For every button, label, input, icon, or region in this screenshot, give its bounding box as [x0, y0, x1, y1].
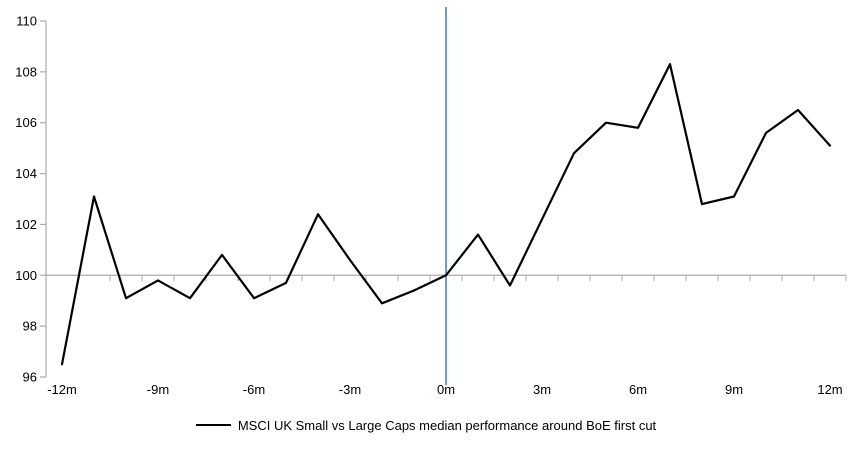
- x-axis-tick-label: 9m: [725, 382, 743, 397]
- x-axis-tick-label: -6m: [243, 382, 265, 397]
- x-axis-tick-label: 12m: [817, 382, 842, 397]
- y-axis-tick-label: 100: [15, 268, 37, 283]
- legend-label: MSCI UK Small vs Large Caps median perfo…: [237, 417, 657, 433]
- y-axis-tick-label: 96: [23, 370, 37, 385]
- y-axis-tick-label: 110: [16, 14, 37, 29]
- legend-line-swatch: [195, 424, 231, 426]
- y-axis-tick-label: 106: [15, 115, 37, 130]
- series-line: [60, 63, 832, 366]
- x-axis-tick-label: 3m: [533, 382, 551, 397]
- x-axis-tick-label: -9m: [147, 382, 169, 397]
- line-chart-canvas: 96 98 100 102 104 106 108 110 -12m -9m -6m -3m 0m 3m 6…: [15, 7, 847, 397]
- x-axis-tick-label: -3m: [339, 382, 361, 397]
- y-axis-tick-label: 98: [23, 319, 37, 334]
- legend: MSCI UK Small vs Large Caps median perfo…: [0, 413, 852, 437]
- x-axis-tick-label: 0m: [437, 382, 455, 397]
- y-axis-tick-label: 102: [15, 217, 37, 232]
- x-axis-tick-label: 6m: [629, 382, 647, 397]
- y-axis-tick-label: 108: [15, 64, 37, 79]
- x-axis-tick-label: -12m: [47, 382, 77, 397]
- y-axis-tick-label: 104: [15, 166, 37, 181]
